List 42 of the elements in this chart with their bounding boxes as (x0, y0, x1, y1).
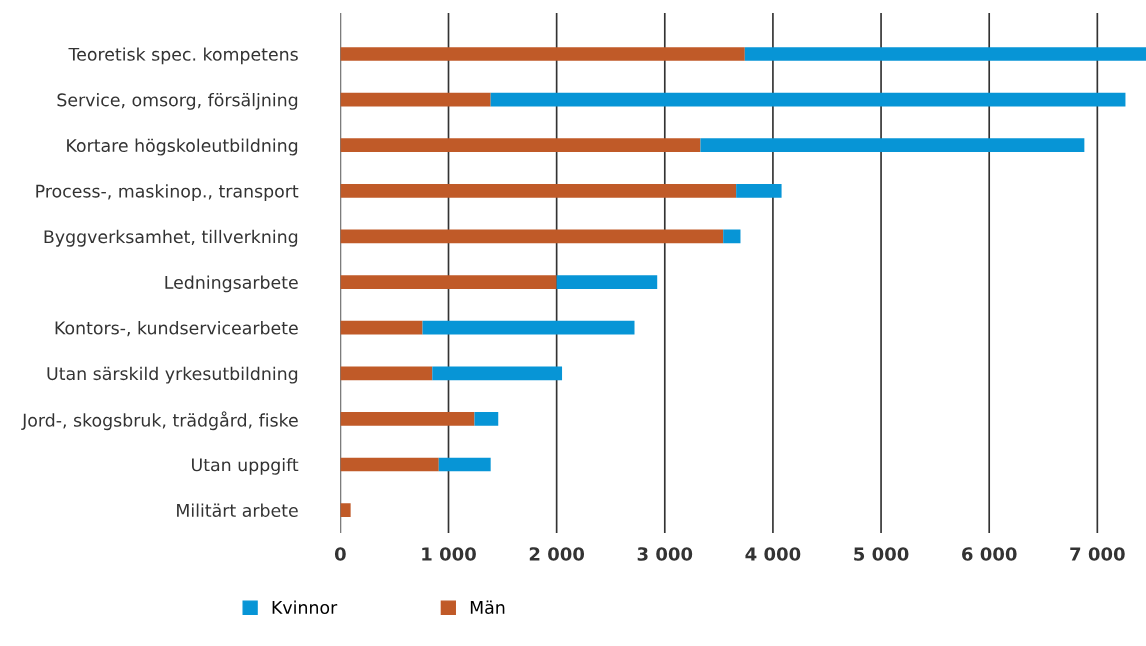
y-tick-label: Process-, maskinop., transport (36, 184, 299, 202)
bar (556, 275, 658, 289)
bar (340, 138, 701, 153)
bar (340, 275, 557, 289)
bar (490, 92, 1126, 107)
bar (432, 366, 563, 381)
x-tick-label: 4 000 (745, 547, 801, 561)
bar (422, 320, 635, 335)
bar (340, 183, 737, 198)
bar (736, 183, 782, 198)
bar (340, 229, 724, 244)
bar (340, 457, 439, 472)
x-tick-label: 1 000 (422, 547, 476, 561)
bar (438, 457, 491, 472)
bar (340, 412, 475, 426)
legend-label: Män (470, 600, 505, 615)
y-tick-label: Jord-, skogsbruk, trädgård, fiske (21, 411, 298, 431)
y-tick-label: Teoretisk spec. kompetens (68, 47, 298, 65)
y-tick-label: Militärt arbete (177, 503, 298, 517)
bar (340, 366, 433, 381)
x-tick-label: 7 000 (1070, 547, 1125, 561)
y-tick-label: Utan särskild yrkesutbildning (47, 366, 298, 384)
x-tick-label: 2 000 (529, 547, 585, 561)
bar (340, 92, 491, 107)
x-tick-label: 6 000 (962, 547, 1017, 561)
y-tick-label: Utan uppgift (192, 457, 299, 475)
x-tick-label: 3 000 (637, 547, 693, 561)
x-tick-label: 0 (334, 547, 346, 561)
legend-label: Kvinnor (272, 600, 338, 615)
bar (723, 229, 741, 244)
y-tick-label: Service, omsorg, försäljning (57, 93, 298, 110)
y-tick-label: Ledningsarbete (165, 275, 298, 293)
bar (340, 503, 351, 517)
bar (700, 138, 1085, 153)
x-tick-label: 5 000 (854, 547, 909, 561)
bar (474, 412, 499, 426)
bar (744, 47, 1146, 61)
bar (340, 320, 423, 335)
y-tick-label: Kontors-, kundservicearbete (55, 321, 298, 337)
bar (340, 47, 745, 61)
y-tick-label: Kortare högskoleutbildning (67, 138, 298, 156)
y-tick-label: Byggverksamhet, tillverkning (44, 229, 298, 247)
